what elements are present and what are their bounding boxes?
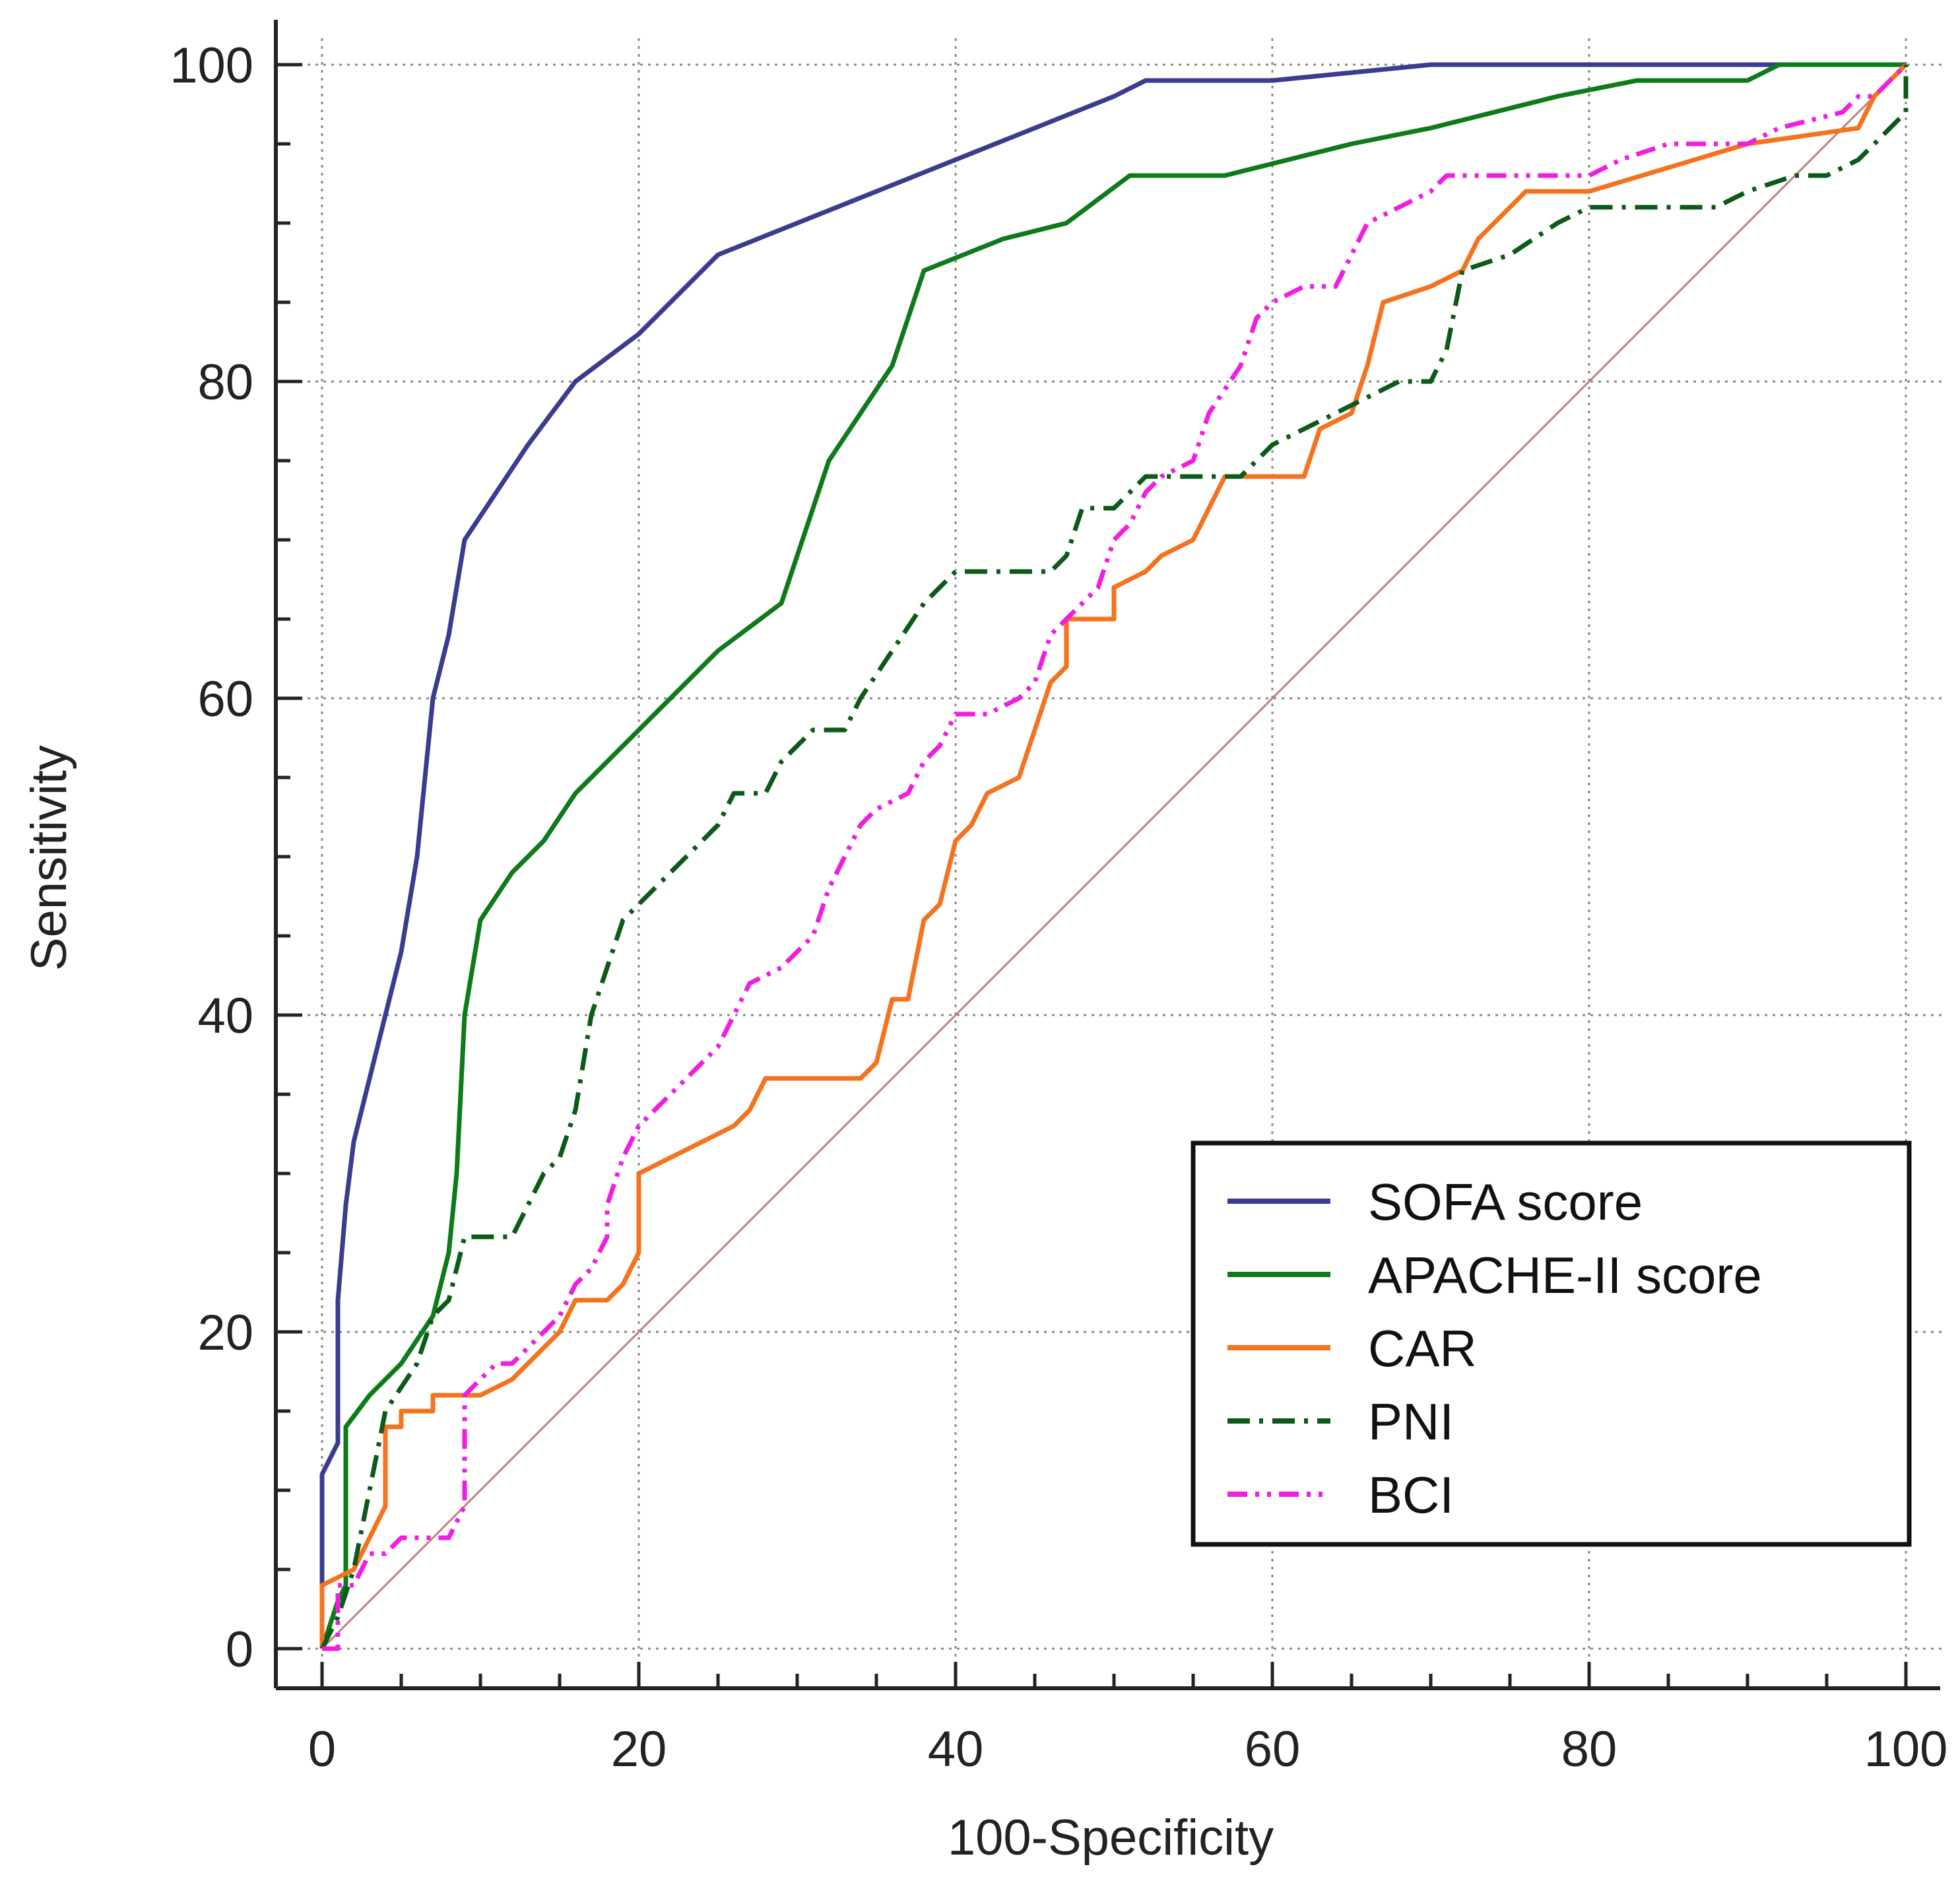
grid xyxy=(276,38,1945,1688)
y-tick-label: 60 xyxy=(197,671,253,727)
legend-label-car: CAR xyxy=(1368,1319,1477,1377)
axes xyxy=(274,20,1940,1690)
y-tick-label: 0 xyxy=(226,1622,253,1678)
x-axis-title: 100-Specificity xyxy=(948,1810,1274,1866)
series-line-car xyxy=(319,63,1908,1649)
x-tick-label: 20 xyxy=(611,1721,667,1777)
x-tick-label: 100 xyxy=(1864,1721,1948,1777)
x-tick-label: 0 xyxy=(308,1721,336,1777)
series-line-sofa-score xyxy=(319,62,1906,1649)
legend-label-pni: PNI xyxy=(1368,1393,1454,1451)
legend-label-apache-ii-score: APACHE-II score xyxy=(1368,1246,1762,1304)
reference-diagonal xyxy=(321,63,1907,1650)
y-tick-label: 100 xyxy=(170,38,253,94)
legend-label-sofa-score: SOFA score xyxy=(1368,1173,1643,1231)
series-line-bci xyxy=(322,63,1908,1651)
y-tick-label: 20 xyxy=(197,1305,253,1361)
x-tick-label: 60 xyxy=(1245,1721,1301,1777)
legend-label-bci: BCI xyxy=(1368,1466,1454,1524)
x-tick-label: 80 xyxy=(1561,1721,1617,1777)
legend-box xyxy=(1191,1140,1912,1547)
legend: SOFA score APACHE-II score CAR PNI BCI xyxy=(1191,1140,1912,1547)
series-line-pni xyxy=(319,65,1909,1650)
tick-labels: 0 20 40 60 80 100 0 20 40 60 80 100 xyxy=(170,38,1947,1777)
series-lines xyxy=(319,62,1909,1651)
y-axis-title: Sensitivity xyxy=(21,745,77,971)
y-tick-label: 80 xyxy=(197,354,253,411)
reference-line xyxy=(321,63,1907,1650)
x-tick-label: 40 xyxy=(928,1721,984,1777)
y-tick-label: 40 xyxy=(197,988,253,1044)
series-line-apache-ii-score xyxy=(319,62,1906,1650)
